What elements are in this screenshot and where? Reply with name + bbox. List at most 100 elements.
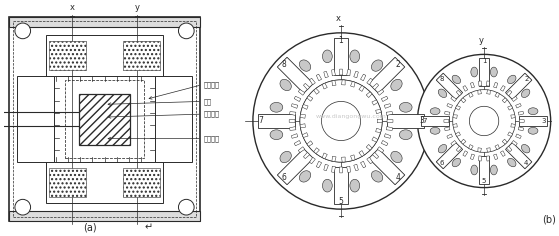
Polygon shape xyxy=(376,128,381,133)
Polygon shape xyxy=(505,143,532,169)
Ellipse shape xyxy=(300,171,311,182)
Polygon shape xyxy=(277,149,314,185)
Text: 2: 2 xyxy=(395,60,400,69)
Ellipse shape xyxy=(391,151,402,163)
Circle shape xyxy=(321,101,361,141)
Polygon shape xyxy=(519,119,524,122)
Polygon shape xyxy=(366,144,372,150)
Polygon shape xyxy=(487,148,490,152)
Polygon shape xyxy=(518,111,524,115)
Ellipse shape xyxy=(323,179,332,192)
Polygon shape xyxy=(461,139,466,144)
Polygon shape xyxy=(494,154,498,160)
Polygon shape xyxy=(299,147,305,152)
Ellipse shape xyxy=(280,151,291,163)
Bar xyxy=(46,35,163,76)
Ellipse shape xyxy=(350,179,359,192)
Polygon shape xyxy=(347,166,350,173)
Text: x: x xyxy=(69,3,74,12)
Polygon shape xyxy=(500,86,505,91)
Ellipse shape xyxy=(399,102,412,112)
Text: y: y xyxy=(479,36,484,45)
Polygon shape xyxy=(456,146,462,152)
Polygon shape xyxy=(291,134,298,138)
Polygon shape xyxy=(291,104,298,108)
Ellipse shape xyxy=(471,165,478,175)
Text: 永久磁锤: 永久磁锤 xyxy=(204,135,220,142)
Polygon shape xyxy=(451,140,457,146)
Polygon shape xyxy=(500,151,505,156)
Polygon shape xyxy=(387,114,424,128)
Bar xyxy=(13,21,196,217)
Ellipse shape xyxy=(522,144,530,153)
Ellipse shape xyxy=(430,108,440,115)
Circle shape xyxy=(453,90,515,152)
Text: 定子绕组: 定子绕组 xyxy=(204,81,220,88)
Polygon shape xyxy=(372,100,378,105)
Circle shape xyxy=(178,23,194,39)
Ellipse shape xyxy=(452,75,461,84)
Polygon shape xyxy=(447,104,452,108)
Text: (b): (b) xyxy=(542,215,556,225)
Polygon shape xyxy=(304,152,310,159)
Polygon shape xyxy=(511,124,515,127)
Polygon shape xyxy=(468,145,473,149)
Bar xyxy=(65,80,144,158)
Polygon shape xyxy=(377,89,384,95)
Polygon shape xyxy=(495,93,500,97)
Polygon shape xyxy=(479,156,489,184)
Bar xyxy=(79,93,130,144)
Polygon shape xyxy=(384,104,391,108)
Circle shape xyxy=(300,80,382,162)
Polygon shape xyxy=(361,161,366,168)
Ellipse shape xyxy=(471,67,478,77)
Polygon shape xyxy=(300,124,305,128)
Polygon shape xyxy=(436,73,463,100)
Polygon shape xyxy=(511,140,517,146)
Text: 7: 7 xyxy=(422,118,427,124)
Polygon shape xyxy=(342,80,345,85)
Bar xyxy=(122,168,160,197)
Ellipse shape xyxy=(438,89,447,97)
Polygon shape xyxy=(310,157,315,164)
Polygon shape xyxy=(367,157,373,164)
Polygon shape xyxy=(334,38,348,75)
Circle shape xyxy=(253,33,429,209)
Ellipse shape xyxy=(371,171,383,182)
Polygon shape xyxy=(471,154,475,160)
Polygon shape xyxy=(444,127,450,131)
Ellipse shape xyxy=(270,102,283,112)
Bar xyxy=(49,168,87,197)
Polygon shape xyxy=(463,151,468,156)
Polygon shape xyxy=(421,116,449,126)
Polygon shape xyxy=(479,81,482,86)
Polygon shape xyxy=(478,90,481,94)
Polygon shape xyxy=(366,92,372,97)
Polygon shape xyxy=(511,96,517,101)
Text: 8: 8 xyxy=(282,60,287,69)
Polygon shape xyxy=(451,96,457,101)
Text: 1: 1 xyxy=(339,36,343,45)
Polygon shape xyxy=(456,90,462,96)
Text: 3: 3 xyxy=(419,117,424,126)
Ellipse shape xyxy=(508,75,516,84)
Polygon shape xyxy=(386,112,392,115)
Polygon shape xyxy=(453,124,457,127)
Ellipse shape xyxy=(452,158,461,167)
Polygon shape xyxy=(436,143,463,169)
Polygon shape xyxy=(314,88,319,94)
Polygon shape xyxy=(332,156,336,162)
Polygon shape xyxy=(331,166,335,173)
Polygon shape xyxy=(508,105,513,110)
Polygon shape xyxy=(290,112,296,115)
Circle shape xyxy=(178,199,194,215)
Polygon shape xyxy=(332,80,336,86)
Bar xyxy=(17,76,54,162)
Polygon shape xyxy=(354,164,358,171)
Text: 4: 4 xyxy=(524,160,528,166)
Polygon shape xyxy=(316,74,321,81)
Polygon shape xyxy=(471,82,475,88)
Circle shape xyxy=(300,80,382,162)
Polygon shape xyxy=(367,78,373,85)
Polygon shape xyxy=(372,83,378,90)
